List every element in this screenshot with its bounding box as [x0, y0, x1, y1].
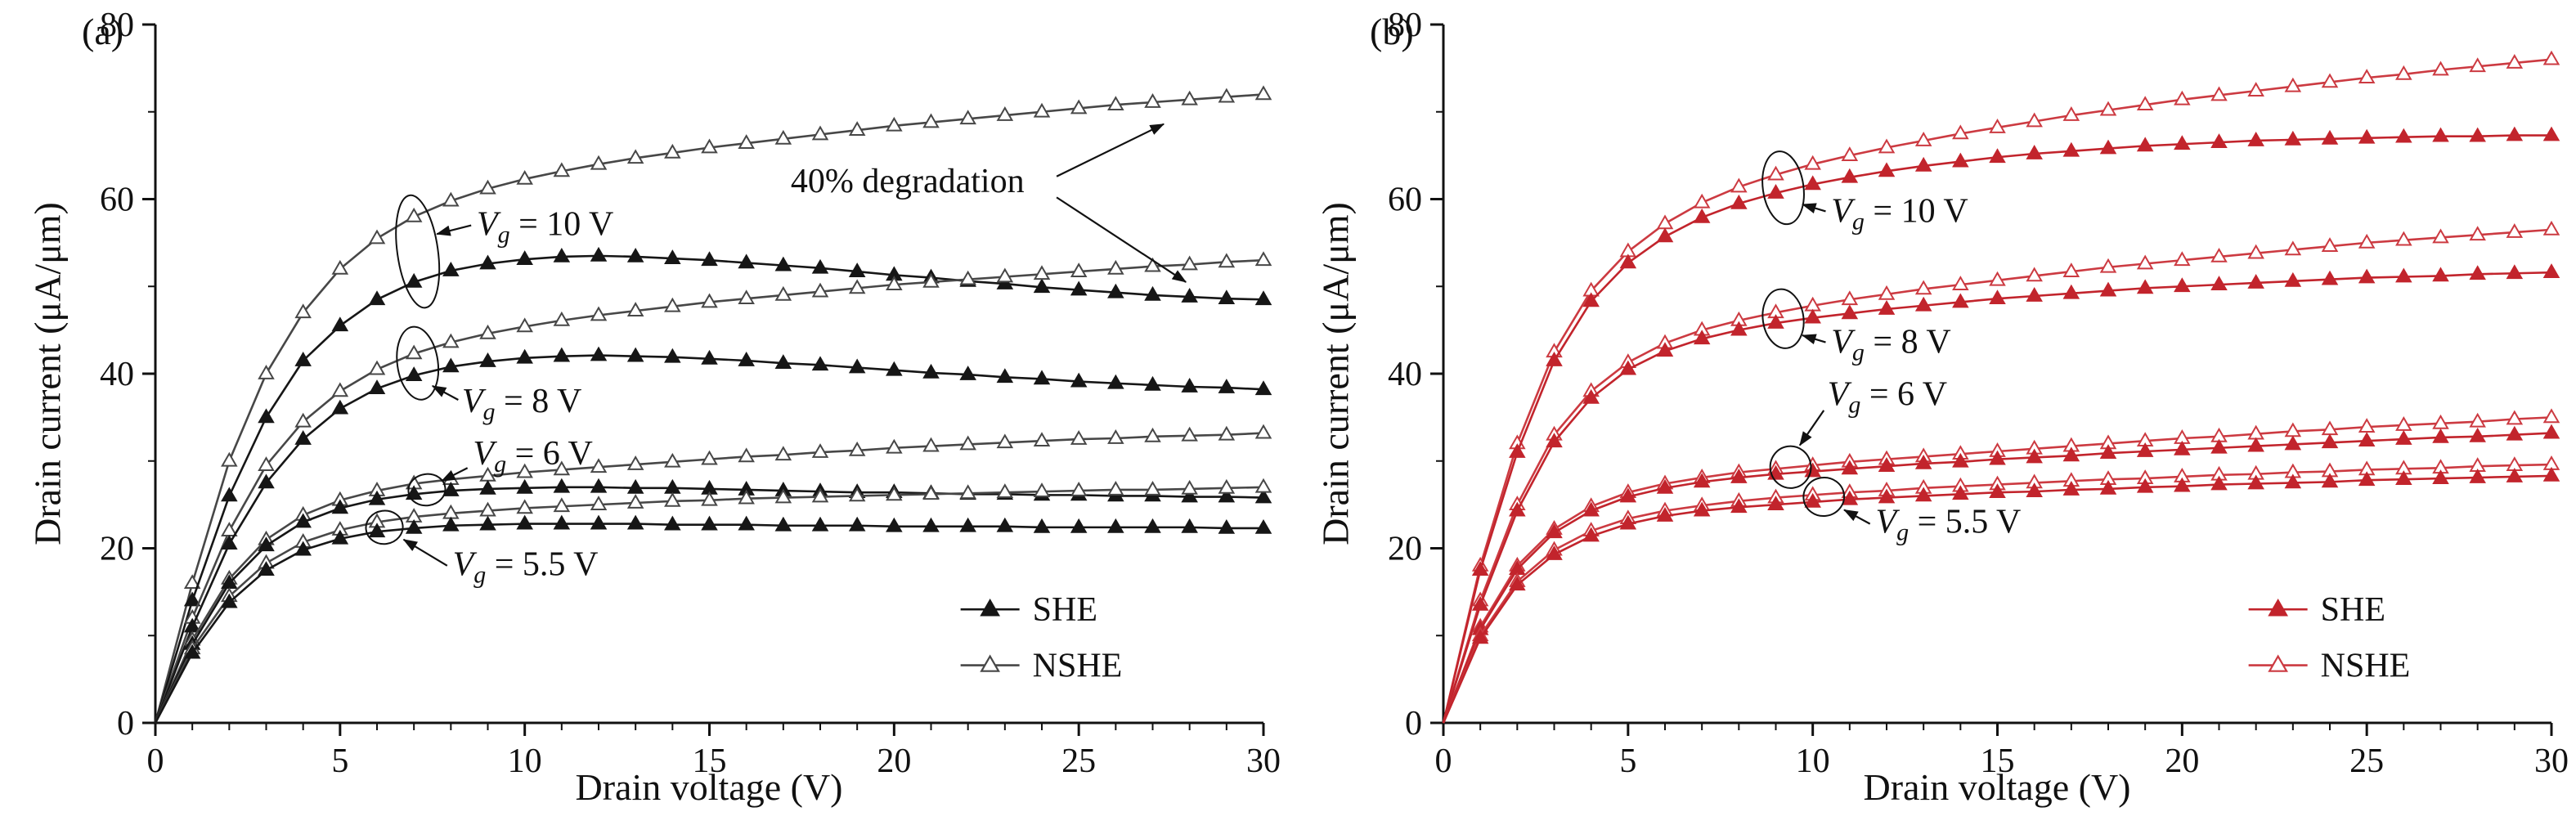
svg-text:40: 40	[100, 356, 134, 393]
svg-text:Vg = 5.5 V: Vg = 5.5 V	[1875, 503, 2021, 545]
svg-text:0: 0	[147, 742, 164, 780]
svg-text:60: 60	[100, 182, 134, 219]
svg-text:5: 5	[331, 742, 348, 780]
svg-text:NSHE: NSHE	[1033, 648, 1123, 685]
svg-text:20: 20	[100, 531, 134, 568]
svg-text:30: 30	[1246, 742, 1281, 780]
svg-text:Vg = 10 V: Vg = 10 V	[1831, 192, 1968, 235]
svg-text:Vg = 6 V: Vg = 6 V	[473, 435, 592, 478]
svg-text:40: 40	[1388, 356, 1422, 393]
svg-text:25: 25	[2349, 742, 2384, 780]
svg-text:80: 80	[100, 7, 134, 44]
svg-text:5: 5	[1619, 742, 1636, 780]
svg-text:Vg = 8 V: Vg = 8 V	[1831, 323, 1950, 366]
svg-text:Vg = 8 V: Vg = 8 V	[462, 383, 581, 425]
panel-a-plot: 0 5 10 15 20 25 30 0 20 40 60 80 Vg = 10 V Vg = 8 V Vg…	[100, 7, 1281, 780]
panel-b-y-axis-title: Drain current (μA/μm)	[1314, 202, 1357, 545]
svg-text:10: 10	[508, 742, 542, 780]
svg-text:20: 20	[877, 742, 911, 780]
panel-b-plot: 0 5 10 15 20 25 30 0 20 40 60 80 Vg = 10 V Vg = 8 V Vg…	[1388, 7, 2569, 780]
panel-a-label: (a)	[82, 11, 124, 52]
svg-text:60: 60	[1388, 182, 1422, 219]
svg-text:NSHE: NSHE	[2321, 648, 2411, 685]
svg-text:30: 30	[2534, 742, 2569, 780]
svg-text:20: 20	[1388, 531, 1422, 568]
svg-text:20: 20	[2165, 742, 2199, 780]
svg-text:0: 0	[117, 705, 134, 742]
panel-a-y-axis-title: Drain current (μA/μm)	[26, 202, 69, 545]
svg-text:15: 15	[1981, 742, 2015, 780]
panel-a-x-axis-title: Drain voltage (V)	[575, 766, 843, 808]
svg-text:80: 80	[1388, 7, 1422, 44]
svg-text:SHE: SHE	[1033, 591, 1097, 629]
svg-text:SHE: SHE	[2321, 591, 2385, 629]
svg-text:0: 0	[1435, 742, 1452, 780]
panel-a: (a) Drain current (μA/μm) 0 5 10 15 20 25 30 0 2…	[26, 7, 1281, 808]
svg-text:0: 0	[1405, 705, 1422, 742]
svg-text:Vg = 5.5 V: Vg = 5.5 V	[453, 546, 599, 589]
svg-text:Vg = 6 V: Vg = 6 V	[1828, 375, 1947, 418]
panel-b-x-axis-title: Drain voltage (V)	[1863, 766, 2131, 808]
svg-text:10: 10	[1796, 742, 1830, 780]
svg-text:15: 15	[693, 742, 727, 780]
svg-text:25: 25	[1061, 742, 1096, 780]
panel-b: (b) Drain current (μA/μm) 0 5 10 15 20 25 30 0 2…	[1288, 0, 2576, 821]
svg-text:40% degradation: 40% degradation	[791, 163, 1025, 200]
panel-b-label: (b)	[1370, 11, 1414, 52]
svg-text:Vg = 10 V: Vg = 10 V	[477, 205, 613, 248]
